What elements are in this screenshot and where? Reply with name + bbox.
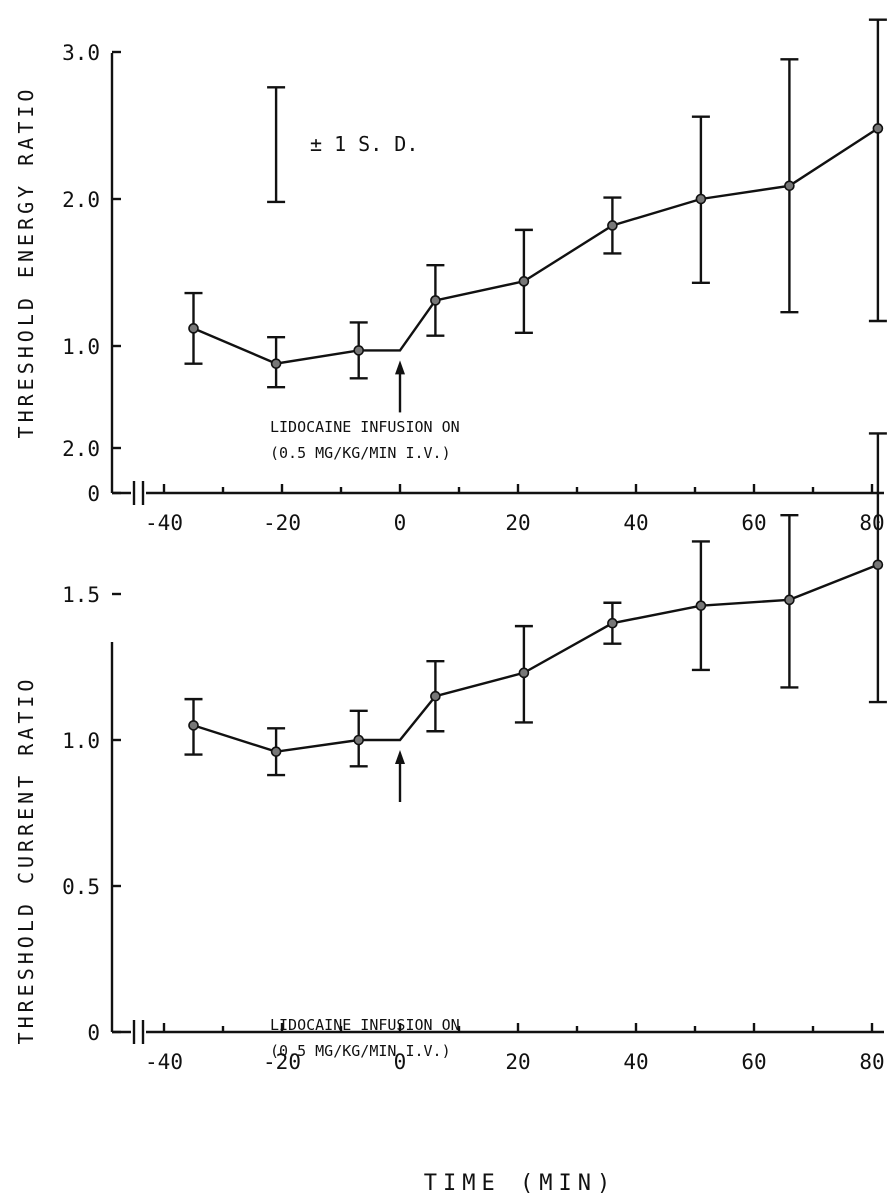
- x-tick-label: 60: [741, 1050, 766, 1074]
- x-tick-label: 20: [505, 511, 530, 535]
- series-line: [193, 563, 879, 753]
- annotation-arrow-head: [395, 360, 405, 375]
- x-tick-label: 80: [859, 511, 884, 535]
- data-point: [353, 734, 365, 746]
- data-point: [518, 667, 530, 679]
- y-axis-label: THRESHOLD CURRENT RATIO: [14, 676, 38, 1045]
- x-tick-label: -20: [263, 1050, 301, 1074]
- data-point: [270, 358, 282, 369]
- x-tick-label: 40: [623, 1050, 648, 1074]
- data-point: [607, 220, 618, 231]
- y-tick-label: 2.0: [62, 437, 100, 461]
- x-tick-label: 20: [505, 1050, 530, 1074]
- y-tick-label: 3.0: [62, 41, 100, 65]
- y-tick-label: 2.0: [62, 188, 100, 212]
- y-tick-label: 1.0: [62, 729, 100, 753]
- y-tick-label: 0: [87, 1021, 100, 1045]
- annotation-arrow-head: [395, 750, 405, 764]
- current-ratio-panel: THRESHOLD CURRENT RATIO 0 0.5 1.0 1.5 2.0 -40…: [14, 432, 887, 1196]
- data-point: [784, 594, 795, 606]
- annotation-line1: LIDOCAINE INFUSION ON: [270, 1016, 460, 1034]
- y-axis-label: THRESHOLD ENERGY RATIO: [14, 86, 38, 439]
- y-tick-label: 1.0: [62, 335, 100, 359]
- y-tick-label: 0: [87, 482, 100, 506]
- energy-ratio-panel: THRESHOLD ENERGY RATIO 0 1.0 2.0 3.0 -40 -20 0…: [14, 18, 887, 535]
- data-point: [695, 600, 707, 611]
- y-tick-label: 1.5: [62, 583, 100, 607]
- data-point: [695, 193, 707, 205]
- x-tick-label: -20: [263, 511, 301, 535]
- data-point: [188, 323, 199, 334]
- data-point: [430, 690, 441, 702]
- x-axis-label: TIME (MIN): [424, 1171, 616, 1196]
- x-tick-label: 80: [859, 1050, 884, 1074]
- data-point: [430, 295, 441, 306]
- data-point: [188, 720, 199, 731]
- x-tick-label: -40: [145, 511, 183, 535]
- annotation-line2: (0.5 MG/KG/MIN I.V.): [270, 444, 451, 462]
- annotation-line1: LIDOCAINE INFUSION ON: [270, 418, 460, 436]
- x-tick-label: 0: [394, 511, 407, 535]
- data-point: [872, 559, 884, 571]
- data-point: [353, 345, 365, 356]
- series-line: [193, 127, 879, 365]
- legend-label: ± 1 S. D.: [310, 132, 418, 156]
- data-point: [270, 746, 282, 757]
- x-tick-label: 60: [741, 511, 766, 535]
- x-tick-label: -40: [145, 1050, 183, 1074]
- data-point: [872, 123, 884, 134]
- y-tick-label: 0.5: [62, 875, 100, 899]
- data-point: [607, 617, 618, 629]
- x-tick-label: 40: [623, 511, 648, 535]
- data-point: [518, 276, 530, 287]
- x-tick-label: 0: [394, 1050, 407, 1074]
- data-point: [784, 180, 795, 192]
- annotation-line2: (0.5 MG/KG/MIN I.V.): [270, 1042, 451, 1060]
